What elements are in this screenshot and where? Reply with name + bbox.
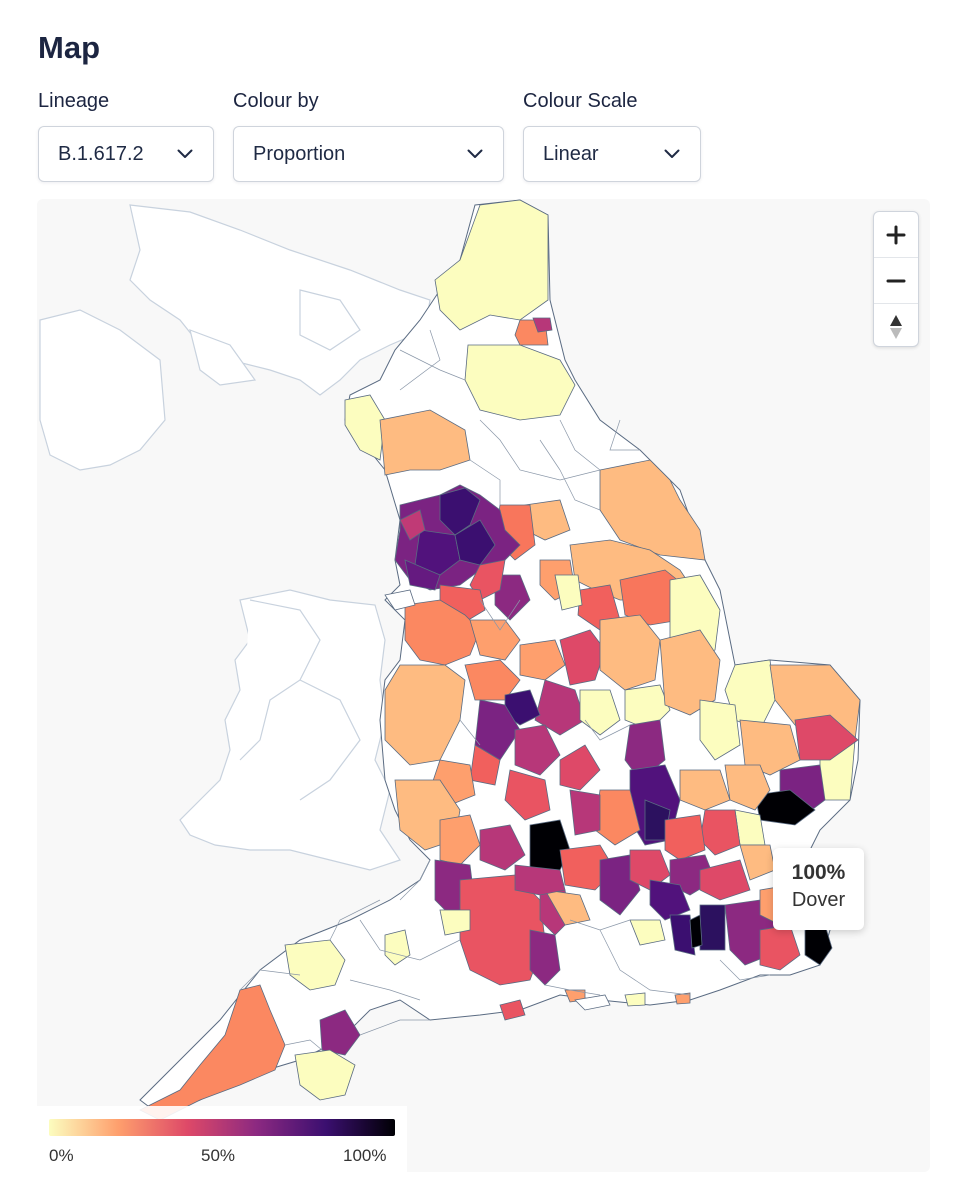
region-fills (139, 199, 861, 1121)
plus-icon (886, 225, 906, 244)
zoom-in-button[interactable] (874, 212, 918, 258)
compass-icon (890, 314, 902, 339)
legend-tick-min: 0% (49, 1146, 74, 1165)
colour-scale-control: Colour Scale Linear (523, 88, 701, 182)
reset-north-button[interactable] (874, 304, 918, 349)
colour-scale-label: Colour Scale (523, 90, 638, 112)
lineage-control: Lineage B.1.617.2 (38, 88, 214, 182)
lineage-value: B.1.617.2 (58, 142, 144, 165)
colour-by-select[interactable]: Proportion (233, 126, 504, 182)
minus-icon (886, 279, 906, 282)
colour-legend: 0% 50% 100% (37, 1106, 407, 1172)
map-canvas[interactable] (37, 199, 930, 1172)
tooltip-value: 100% (791, 861, 846, 884)
map-zoom-controls (873, 211, 919, 347)
boundary-lines (239, 329, 771, 1051)
tooltip-area-name: Dover (791, 889, 846, 911)
colour-by-value: Proportion (253, 142, 346, 165)
colour-scale-value: Linear (543, 142, 599, 165)
lineage-label: Lineage (38, 90, 110, 112)
lineage-select[interactable]: B.1.617.2 (38, 126, 214, 182)
england-choropleth[interactable] (37, 199, 930, 1172)
isle-of-wight (574, 994, 611, 1011)
legend-gradient-bar (49, 1119, 395, 1136)
wirral (384, 589, 416, 611)
chevron-down-icon (177, 149, 193, 158)
legend-tick-max: 100% (343, 1146, 387, 1165)
colour-by-label: Colour by (233, 90, 319, 112)
colour-by-control: Colour by Proportion (233, 88, 504, 182)
page-title: Map (38, 30, 100, 65)
colour-scale-select[interactable]: Linear (523, 126, 701, 182)
map-tooltip: 100% Dover (773, 848, 864, 930)
zoom-out-button[interactable] (874, 258, 918, 304)
chevron-down-icon (467, 149, 483, 158)
neighbour-areas (39, 204, 431, 471)
wales-areas (179, 589, 401, 871)
chevron-down-icon (664, 149, 680, 158)
legend-tick-mid: 50% (201, 1146, 236, 1165)
